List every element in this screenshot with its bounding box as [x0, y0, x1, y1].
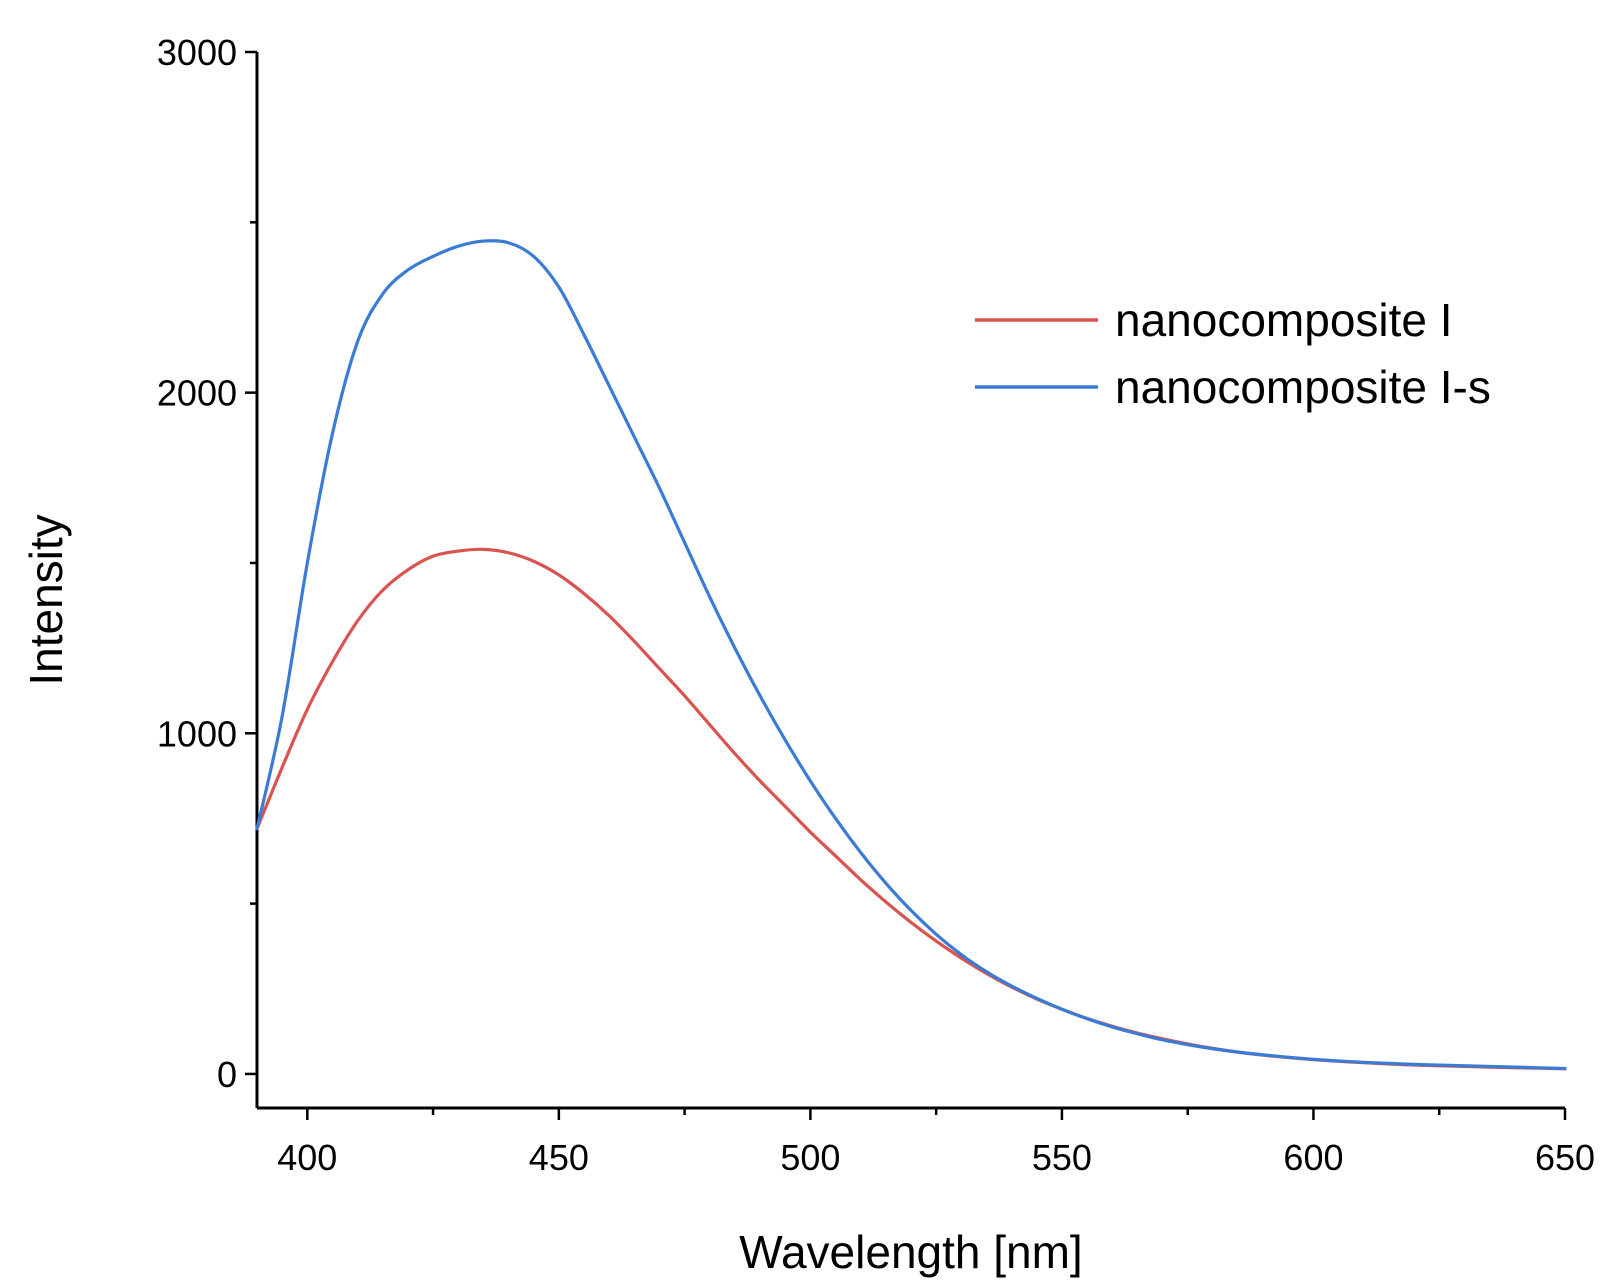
x-tick-label: 600 — [1283, 1137, 1343, 1178]
x-tick-label: 400 — [277, 1137, 337, 1178]
y-tick-label: 2000 — [157, 373, 237, 414]
y-tick-label: 3000 — [157, 32, 237, 73]
x-tick-label: 550 — [1032, 1137, 1092, 1178]
y-tick-label: 0 — [217, 1054, 237, 1095]
y-axis-title: Intensity — [20, 514, 72, 685]
y-tick-label: 1000 — [157, 713, 237, 754]
axes: 400 450 500 550 600 650 0 1000 2000 3000 — [157, 32, 1595, 1178]
series-layer — [255, 239, 1567, 1071]
x-axis-title: Wavelength [nm] — [739, 1226, 1082, 1278]
legend-label-nanocomposite-i: nanocomposite I — [1115, 294, 1453, 346]
series-line-nanocomposite-i-s — [255, 239, 1567, 1071]
series-line-nanocomposite-i — [255, 547, 1567, 1071]
x-tick-label: 650 — [1535, 1137, 1595, 1178]
x-tick-label: 450 — [529, 1137, 589, 1178]
legend-label-nanocomposite-i-s: nanocomposite I-s — [1115, 361, 1491, 413]
x-tick-label: 500 — [780, 1137, 840, 1178]
legend: nanocomposite I nanocomposite I-s — [975, 294, 1491, 413]
